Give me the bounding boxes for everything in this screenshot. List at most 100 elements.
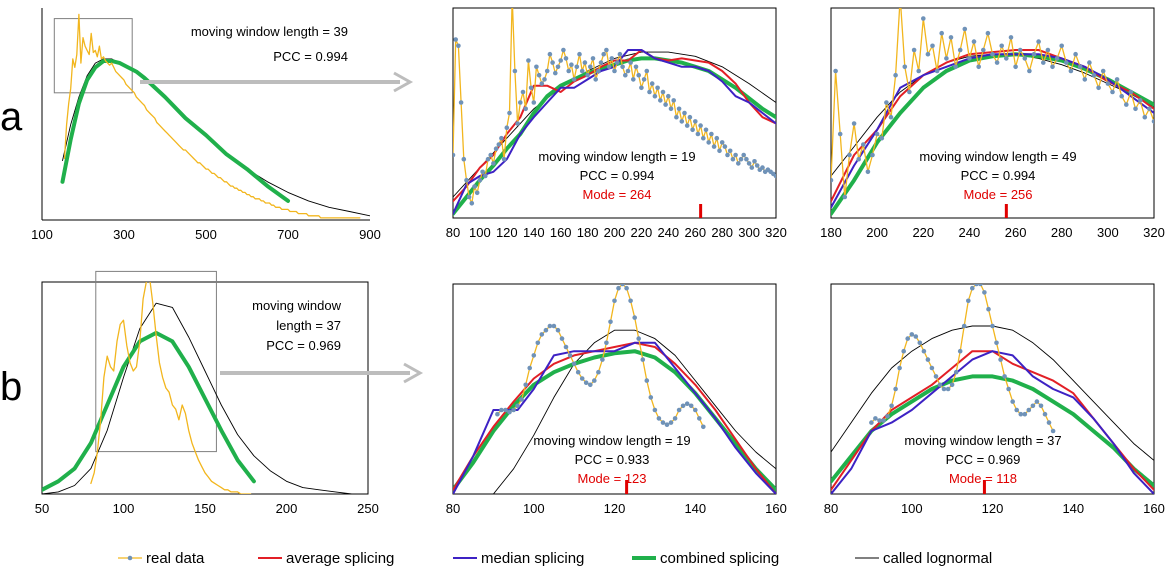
annotation: PCC = 0.994 <box>580 168 655 183</box>
data-point-real <box>754 163 760 168</box>
data-point-real <box>698 123 703 128</box>
data-point-real <box>831 177 834 183</box>
data-point-real <box>469 201 475 206</box>
data-point-real <box>1119 93 1124 99</box>
data-point-real <box>606 64 612 70</box>
data-point-real <box>544 68 550 74</box>
data-point-real <box>957 47 963 53</box>
x-tick-label: 220 <box>912 225 934 240</box>
x-tick-label: 320 <box>765 225 787 240</box>
data-point-real <box>719 140 725 145</box>
data-point-real <box>693 407 698 413</box>
data-point-real <box>986 306 991 312</box>
data-point-real <box>921 16 926 21</box>
data-point-real <box>527 365 532 371</box>
data-point-real <box>981 47 986 53</box>
data-point-real <box>929 365 935 371</box>
data-point-real <box>967 56 972 61</box>
data-point-real <box>547 51 553 57</box>
x-tick-label: 300 <box>738 225 760 240</box>
data-point-real <box>526 58 531 63</box>
data-point-real <box>881 418 886 423</box>
plot-area <box>42 282 368 494</box>
data-point-real <box>974 284 979 287</box>
data-point-real <box>612 68 617 74</box>
data-point-real <box>1026 407 1032 413</box>
annotation: length = 37 <box>276 318 341 333</box>
series-line-combined <box>453 56 776 216</box>
data-point-real <box>534 64 539 70</box>
x-tick-label: 80 <box>824 501 838 516</box>
data-point-real <box>571 361 577 367</box>
data-point-real <box>1036 39 1041 44</box>
data-point-real <box>574 64 580 70</box>
mode-marker <box>625 480 629 494</box>
data-point-real <box>1034 399 1040 404</box>
data-point-real <box>515 403 520 409</box>
data-point-real <box>569 62 574 67</box>
annotation: PCC = 0.994 <box>961 168 1036 183</box>
mode-label: Mode = 264 <box>582 187 651 202</box>
data-point-real <box>994 340 999 346</box>
data-point-real <box>590 56 596 61</box>
series-line-lognormal <box>492 329 776 494</box>
data-point-real <box>901 348 906 354</box>
x-tick-label: 100 <box>113 501 135 516</box>
data-point-real <box>1064 60 1069 65</box>
data-point-real <box>680 403 686 409</box>
data-point-real <box>1018 411 1024 417</box>
chart-panel-b3: 80 100 120 140 160 moving window length = 37 P… <box>824 283 1165 516</box>
data-point-real <box>563 344 569 350</box>
data-point-real <box>672 416 678 421</box>
x-tick-label: 280 <box>1051 225 1073 240</box>
data-point-real <box>588 382 593 388</box>
data-point-real <box>1133 106 1138 112</box>
data-point-real <box>962 26 968 32</box>
zoom-box <box>53 18 133 94</box>
legend-marker-real <box>127 555 133 561</box>
data-point-real <box>684 401 690 407</box>
data-point-real <box>948 35 954 40</box>
data-point-real <box>612 298 617 304</box>
plot-area <box>453 8 776 216</box>
data-point-real <box>957 348 963 354</box>
series-line-median <box>453 49 776 215</box>
data-point-real <box>474 190 480 196</box>
data-point-real <box>893 386 898 392</box>
x-tick-label: 100 <box>469 225 491 240</box>
data-point-real <box>1006 386 1011 392</box>
x-tick-label: 140 <box>684 501 706 516</box>
data-point-real <box>730 156 736 162</box>
data-point-real <box>1082 77 1088 82</box>
annotation: PCC = 0.969 <box>946 452 1021 467</box>
data-point-real <box>604 340 609 346</box>
x-tick-label: 260 <box>1005 225 1027 240</box>
data-point-real <box>623 72 628 78</box>
data-point-real <box>1030 403 1036 409</box>
data-point-real <box>496 142 502 147</box>
data-point-real <box>978 284 983 287</box>
x-tick-label: 200 <box>276 501 298 516</box>
x-tick-label: 240 <box>959 225 981 240</box>
data-point-real <box>518 100 523 105</box>
data-point-real <box>636 72 641 78</box>
series-line-combined <box>831 374 1154 488</box>
data-point-real <box>1128 89 1134 95</box>
data-point-real <box>1017 47 1023 53</box>
data-point-real <box>1105 81 1111 86</box>
row-label-b: b <box>0 365 22 409</box>
data-point-real <box>916 68 921 74</box>
data-point-real <box>519 397 524 402</box>
data-point-real <box>877 418 882 423</box>
data-point-real <box>609 56 615 61</box>
data-point-real <box>1147 106 1152 112</box>
data-point-real <box>925 51 931 57</box>
data-point-real <box>504 125 510 130</box>
data-point-real <box>550 60 555 65</box>
x-tick-label: 140 <box>1062 501 1084 516</box>
mode-marker <box>699 204 703 218</box>
data-point-real <box>579 376 585 381</box>
data-point-real <box>577 51 582 57</box>
data-point-real <box>697 416 702 421</box>
x-tick-label: 120 <box>496 225 518 240</box>
